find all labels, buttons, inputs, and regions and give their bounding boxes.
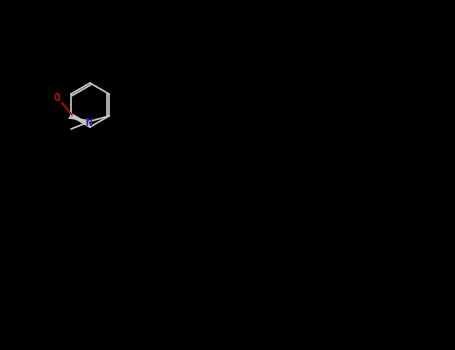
Text: O: O — [54, 93, 61, 103]
Text: N: N — [86, 118, 92, 128]
